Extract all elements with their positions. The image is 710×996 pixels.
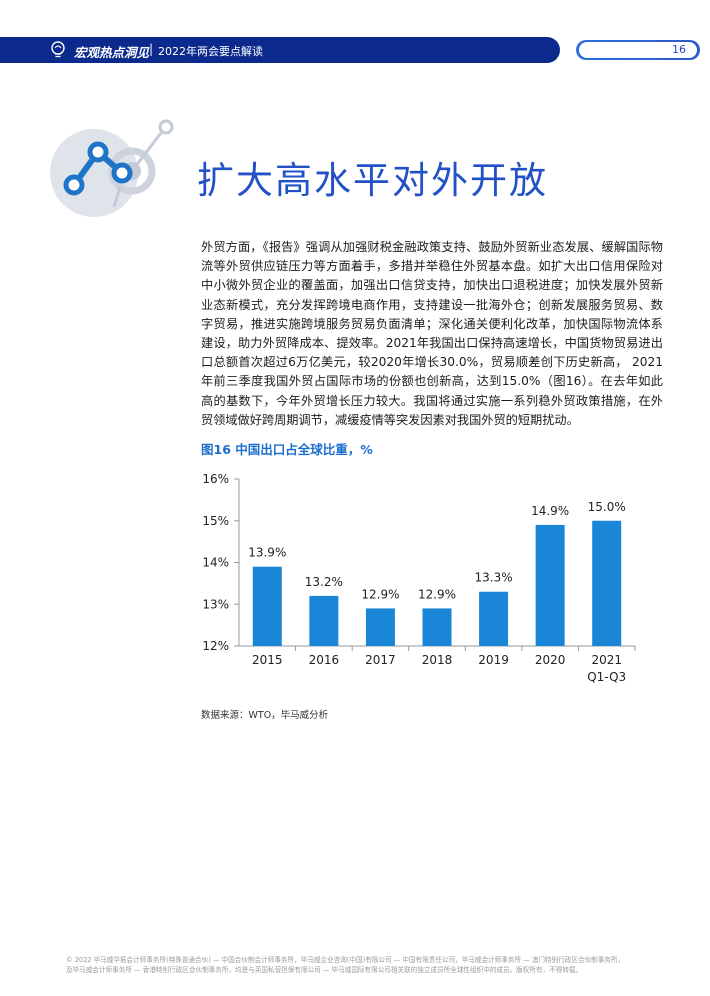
x-tick-label: 2018 <box>422 653 453 667</box>
bar-value-label: 13.9% <box>248 546 286 560</box>
bar-chart: 12% 13% 14% 15% 16% 13.9% 2015 13.2% 2016 12.9% 20… <box>202 472 636 684</box>
copyright-footer: © 2022 毕马威华振会计师事务所(特殊普通合伙) — 中国合伙制会计师事务所… <box>66 956 666 975</box>
bar-value-label: 14.9% <box>531 504 569 518</box>
page-number-pill <box>576 40 700 60</box>
footer-line-2: 及毕马威会计师事务所 — 香港特别行政区合伙制事务所，均是与英国私营担保有限公司… <box>66 965 583 974</box>
bar <box>422 608 452 646</box>
figure-title: 图16 中国出口占全球比重，% <box>201 442 373 457</box>
x-tick-label: 2019 <box>478 653 509 667</box>
x-tick-label: 2017 <box>365 653 396 667</box>
bar-value-label: 13.2% <box>305 575 343 589</box>
source-note: 数据来源：WTO，毕马威分析 <box>201 710 329 721</box>
bar <box>365 608 395 646</box>
y-tick-label: 12% <box>202 639 229 653</box>
bar <box>309 595 339 646</box>
bar-value-label: 12.9% <box>361 587 399 601</box>
x-tick-label: 2020 <box>535 653 566 667</box>
y-tick-label: 15% <box>202 514 229 528</box>
x-tick-label: 2016 <box>309 653 340 667</box>
x-tick-label: 2015 <box>252 653 283 667</box>
bar <box>592 520 622 646</box>
header-separator: | <box>149 42 154 56</box>
lightbulb-logo-icon <box>51 41 65 58</box>
bar <box>535 524 565 646</box>
section-title: 扩大高水平对外开放 <box>197 159 548 202</box>
bar <box>479 591 509 646</box>
footer-line-1: © 2022 毕马威华振会计师事务所(特殊普通合伙) — 中国合伙制会计师事务所… <box>66 956 625 964</box>
y-tick-label: 14% <box>202 556 229 570</box>
network-magnifier-icon <box>50 119 174 217</box>
y-tick-label: 16% <box>202 472 229 486</box>
bar <box>252 566 282 646</box>
x-tick-sublabel: Q1-Q3 <box>587 670 626 684</box>
bar-value-label: 15.0% <box>588 500 626 514</box>
x-tick-label: 2021 <box>591 653 622 667</box>
y-tick-label: 13% <box>202 597 229 611</box>
header-section-name: 宏观热点洞见 <box>74 45 150 60</box>
page-number: 16 <box>672 43 686 56</box>
bar-value-label: 12.9% <box>418 587 456 601</box>
header-band <box>0 37 560 63</box>
bar-value-label: 13.3% <box>475 571 513 585</box>
body-paragraph: 外贸方面，《报告》强调从加强财税金融政策支持、鼓励外贸新业态发展、缓解国际物流等… <box>201 240 663 427</box>
header-report-title: 2022年两会要点解读 <box>158 45 263 58</box>
